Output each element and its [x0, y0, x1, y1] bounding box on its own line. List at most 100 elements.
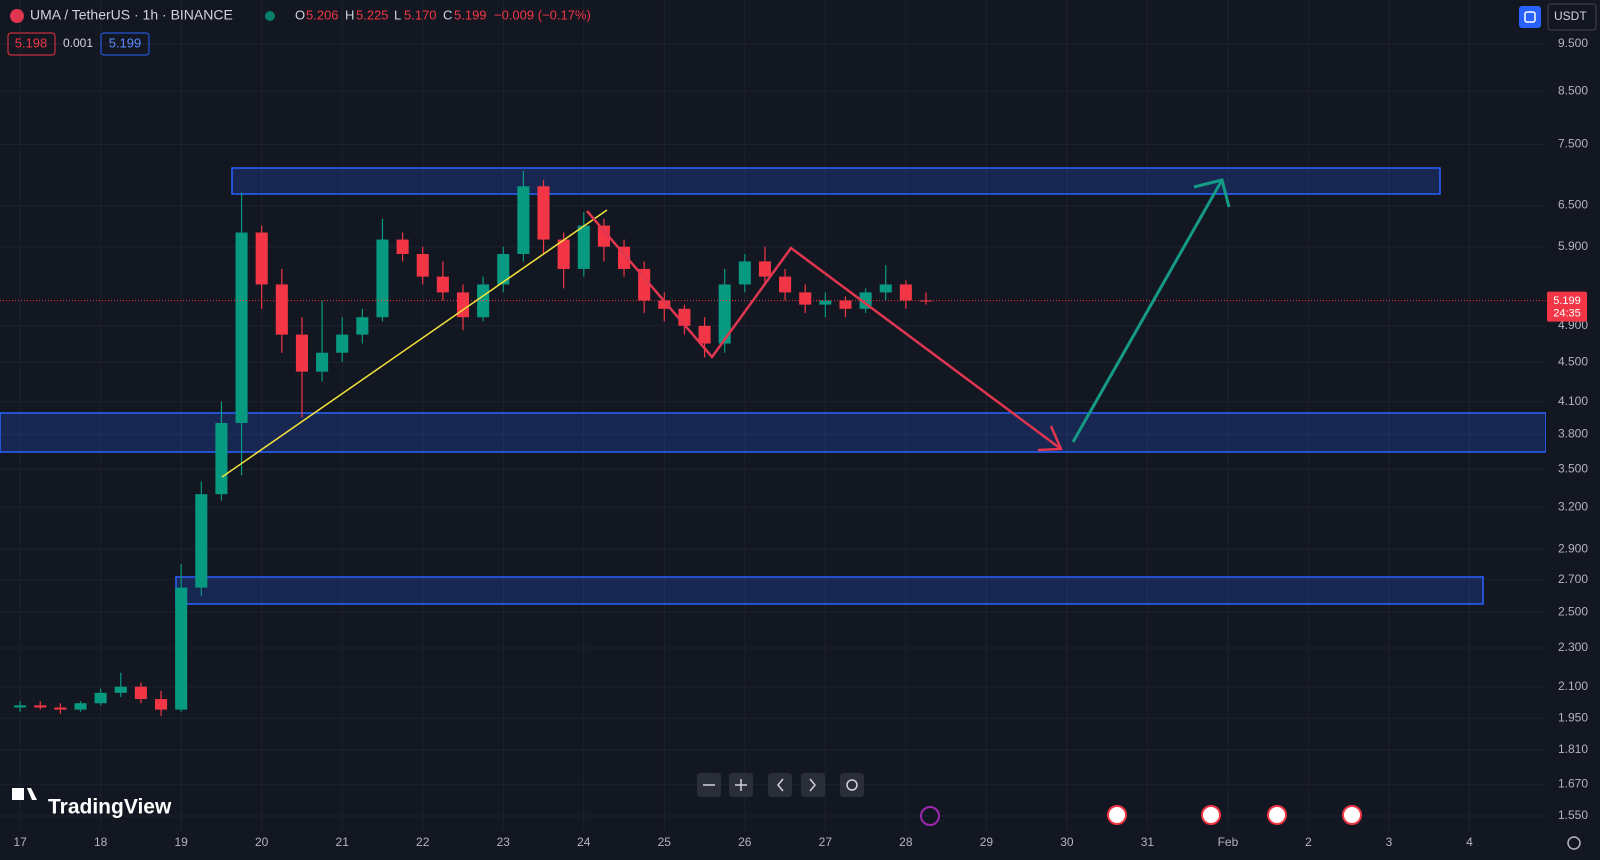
symbol-title: UMA / TetherUS · 1h · BINANCE: [30, 7, 233, 23]
target-arrow: [1071, 179, 1224, 443]
ask: 5.199: [109, 35, 142, 50]
candle-body: [215, 423, 228, 495]
x-tick-label: 28: [899, 835, 913, 849]
arrow-head: [1193, 178, 1231, 208]
candle-body: [255, 232, 268, 285]
candle-body: [779, 276, 792, 293]
y-tick-label: 2.500: [1558, 605, 1588, 619]
currency-button[interactable]: [1547, 3, 1597, 31]
candle-body: [376, 239, 389, 318]
x-tick-label: 29: [980, 835, 994, 849]
candle-body: [316, 352, 329, 372]
reset[interactable]: [840, 773, 864, 797]
y-tick-label: 3.500: [1558, 461, 1588, 475]
y-tick-label: 1.550: [1558, 808, 1588, 822]
event-icon[interactable]: [1201, 805, 1221, 825]
currency-label: USDT: [1554, 9, 1587, 23]
y-tick-label: 7.500: [1558, 137, 1588, 151]
sync-button[interactable]: [1519, 6, 1541, 28]
candle-body: [275, 284, 288, 335]
sync-icon: [1524, 11, 1536, 23]
y-tick-label: 1.670: [1558, 776, 1588, 790]
settings-icon[interactable]: [1567, 836, 1581, 850]
projection-path: [586, 210, 1062, 451]
price-axis: [1546, 0, 1600, 860]
zoom-controls: [697, 773, 864, 797]
drawings: [0, 167, 1547, 605]
candle-body: [718, 284, 731, 344]
candle-body: [94, 692, 107, 704]
event-icon[interactable]: [1107, 805, 1127, 825]
ohlc-label: O: [295, 7, 305, 22]
change: −0.009 (−0.17%): [494, 7, 591, 22]
ohlc-value: 5.206: [306, 7, 339, 22]
candle-body: [799, 292, 812, 305]
grid: [0, 0, 1546, 830]
y-tick-label: 8.500: [1558, 83, 1588, 97]
candle-body: [155, 699, 168, 710]
candle-body: [497, 254, 510, 285]
candle-body: [54, 707, 67, 710]
y-tick-label: 6.500: [1558, 198, 1588, 212]
ask-box[interactable]: [100, 32, 150, 56]
y-tick-label: 4.500: [1558, 354, 1588, 368]
x-tick-label: 20: [255, 835, 269, 849]
y-tick-label: 1.950: [1558, 710, 1588, 724]
event-icon[interactable]: [920, 806, 940, 826]
candle-body: [638, 268, 651, 301]
candle-body: [295, 334, 308, 372]
icon: [846, 779, 858, 791]
candle-body: [456, 292, 470, 318]
candle-body: [557, 239, 570, 269]
candle-body: [14, 705, 27, 708]
spread: 0.001: [63, 36, 93, 50]
y-tick-label: 2.700: [1558, 572, 1588, 586]
y-tick-label: 2.100: [1558, 679, 1588, 693]
event-icons: [920, 805, 1581, 850]
candle-body: [235, 232, 248, 424]
candle-body: [336, 334, 349, 353]
x-tick-label: 26: [738, 835, 752, 849]
x-tick-label: 2: [1305, 835, 1312, 849]
event-icon[interactable]: [1267, 805, 1287, 825]
candle-body: [819, 300, 832, 305]
candle-body: [416, 254, 429, 277]
candle-body: [74, 703, 87, 710]
candle-body: [879, 284, 892, 293]
candle-body: [597, 225, 610, 247]
x-tick-label: 31: [1141, 835, 1155, 849]
icon: [735, 779, 747, 791]
x-tick-label: Feb: [1218, 835, 1239, 849]
bid-box[interactable]: [7, 32, 56, 56]
x-tick-label: 4: [1466, 835, 1473, 849]
candle-body: [34, 705, 47, 708]
logo: TradingView: [12, 788, 172, 819]
status-dot: [265, 11, 275, 21]
candle-body: [577, 225, 590, 269]
x-tick-label: 27: [819, 835, 833, 849]
icon: [809, 778, 816, 792]
candle-body: [114, 686, 127, 693]
bid: 5.198: [15, 35, 48, 50]
y-tick-label: 3.200: [1558, 499, 1588, 513]
y-tick-label: 5.900: [1558, 239, 1588, 253]
annotations: [221, 178, 1231, 478]
symbol-icon: [10, 9, 24, 23]
candle-body: [738, 261, 751, 285]
logo-text: TradingView: [48, 796, 172, 819]
price-tag-value: 5.199: [1553, 295, 1581, 307]
ohlc-value: 5.225: [356, 7, 389, 22]
scroll-right[interactable]: [801, 773, 825, 797]
event-icon[interactable]: [1342, 805, 1362, 825]
candle-body: [537, 186, 550, 240]
support-zone: [0, 412, 1547, 453]
candle-body: [195, 494, 208, 588]
y-tick-label: 9.500: [1558, 36, 1588, 50]
trend-line: [221, 209, 608, 478]
ohlc-label: H: [345, 7, 354, 22]
scroll-left[interactable]: [768, 773, 792, 797]
candle-body: [436, 276, 449, 293]
y-tick-label: 2.900: [1558, 541, 1588, 555]
